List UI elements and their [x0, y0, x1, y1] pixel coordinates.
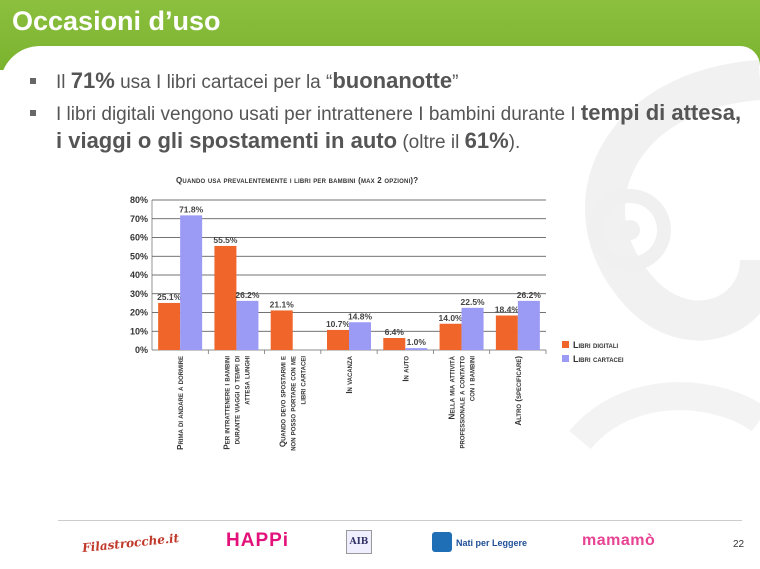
bar-digitali: [270, 310, 293, 350]
legend-swatch: [562, 355, 569, 362]
category-label: In auto: [401, 356, 410, 382]
logo-mamamo: mamamò: [582, 532, 656, 549]
data-label: 26.2%: [517, 290, 542, 300]
bar-cartacei: [405, 348, 428, 350]
data-label: 6.4%: [385, 327, 405, 337]
data-label: 25.1%: [157, 292, 182, 302]
bullet-1: Il 71% usa I libri cartacei per la “buon…: [30, 68, 750, 96]
data-label: 1.0%: [407, 337, 427, 347]
category-label: Altro (specificare): [514, 356, 523, 426]
slide-title: Occasioni d’uso: [12, 6, 221, 36]
data-label: 10.7%: [326, 319, 351, 329]
bullet-1-mid: usa I libri cartacei per la “: [114, 72, 333, 93]
logo-aib: AIB: [346, 530, 372, 554]
bar-digitali: [214, 245, 237, 350]
y-tick-label: 0%: [135, 345, 148, 355]
category-label: Prima di andare a dormire: [176, 356, 185, 450]
data-label: 71.8%: [179, 204, 204, 214]
bullet-list: Il 71% usa I libri cartacei per la “buon…: [30, 68, 750, 160]
category-label-line: Prima di andare a dormire: [176, 356, 185, 450]
y-tick-label: 10%: [130, 326, 148, 336]
category-label: In vacanza: [345, 355, 354, 393]
bullet-square-icon: [30, 78, 36, 84]
bar-digitali: [327, 329, 349, 350]
category-label: Nella mia attività professionale a contat…: [448, 355, 477, 448]
bullet-2-pct: 61%: [464, 128, 509, 153]
y-tick-label: 30%: [130, 289, 148, 299]
data-label: 18.4%: [495, 305, 520, 315]
bar-cartacei: [517, 300, 540, 350]
bullet-1-bold: buonanotte: [332, 68, 453, 93]
bar-cartacei: [180, 215, 203, 350]
bar-cartacei: [236, 300, 259, 350]
bar-digitali: [383, 338, 406, 350]
logo-nati-per-leggere-text: Nati per Leggere: [456, 538, 528, 548]
chart-title: Quando usa prevalentemente i libri per b…: [176, 176, 419, 185]
bar-cartacei: [349, 322, 371, 350]
y-tick-label: 60%: [130, 233, 148, 243]
logo-filastrocche: Filastrocche.it: [81, 530, 180, 556]
bar-digitali: [158, 302, 181, 350]
data-label: 14.8%: [348, 311, 373, 321]
category-label: Quando devo spostarmi e non posso portare…: [279, 356, 308, 451]
y-tick-label: 80%: [130, 195, 148, 205]
category-label-line: Quando devo spostarmi e: [279, 356, 288, 447]
y-tick-label: 40%: [130, 270, 148, 280]
category-label-line: con i bambini: [468, 356, 477, 401]
bullet-1-end: ”: [452, 72, 459, 93]
page-number: 22: [733, 539, 745, 550]
header-curve: [0, 46, 760, 86]
bullet-2-end: ).: [508, 132, 521, 153]
data-label: 14.0%: [439, 313, 464, 323]
category-label-line: Altro (specificare): [514, 356, 523, 426]
logo-happi: HAPPi: [226, 530, 290, 551]
bullet-1-pre: Il: [56, 72, 71, 93]
category-label-line: attesa lunghi: [242, 356, 251, 405]
bar-digitali: [495, 315, 518, 350]
category-label-line: durante viaggi o tempi di: [232, 356, 241, 445]
logo-nati-per-leggere: [432, 532, 452, 552]
data-label: 26.2%: [235, 290, 260, 300]
bullet-2-bold: tempi di attesa, i viaggi o gli spostame…: [56, 100, 742, 153]
slide-header: Occasioni d’uso: [0, 0, 760, 86]
category-label-line: Per intrattenere i bambini: [222, 356, 231, 450]
bar-digitali: [439, 323, 462, 350]
category-label-line: non posso portare con me: [289, 356, 298, 451]
category-label-line: Nella mia attività: [448, 355, 457, 419]
bullet-square-icon: [30, 110, 36, 116]
category-label-line: In auto: [401, 356, 410, 382]
category-label-line: professionale a contatto: [458, 356, 467, 449]
legend-swatch: [562, 341, 569, 348]
y-tick-label: 50%: [130, 251, 148, 261]
legend-label: Libri cartacei: [573, 354, 624, 364]
footer-divider: [58, 520, 742, 521]
data-label: 21.1%: [270, 299, 295, 309]
background-decoration: [569, 60, 760, 450]
bullet-1-pct: 71%: [70, 68, 115, 93]
data-label: 55.5%: [213, 235, 238, 245]
data-label: 22.5%: [461, 297, 486, 307]
category-label: Per intrattenere i bambini durante viaggi…: [222, 356, 251, 450]
category-label-line: In vacanza: [345, 355, 354, 393]
y-tick-label: 70%: [130, 214, 148, 224]
y-tick-label: 20%: [130, 308, 148, 318]
bar-cartacei: [461, 307, 484, 350]
category-label-line: libri cartacei: [299, 356, 308, 405]
bar-chart: 0% 10% 20% 30% 40% 50% 60% 70% 80% 25.1% 71.8% Prim…: [130, 195, 624, 451]
bullet-2: I libri digitali vengono usati per intra…: [30, 100, 750, 156]
bullet-2-pre: I libri digitali vengono usati per intra…: [56, 104, 581, 125]
bullet-2-mid: (oltre il: [397, 132, 465, 153]
legend-label: Libri digitali: [573, 340, 619, 350]
